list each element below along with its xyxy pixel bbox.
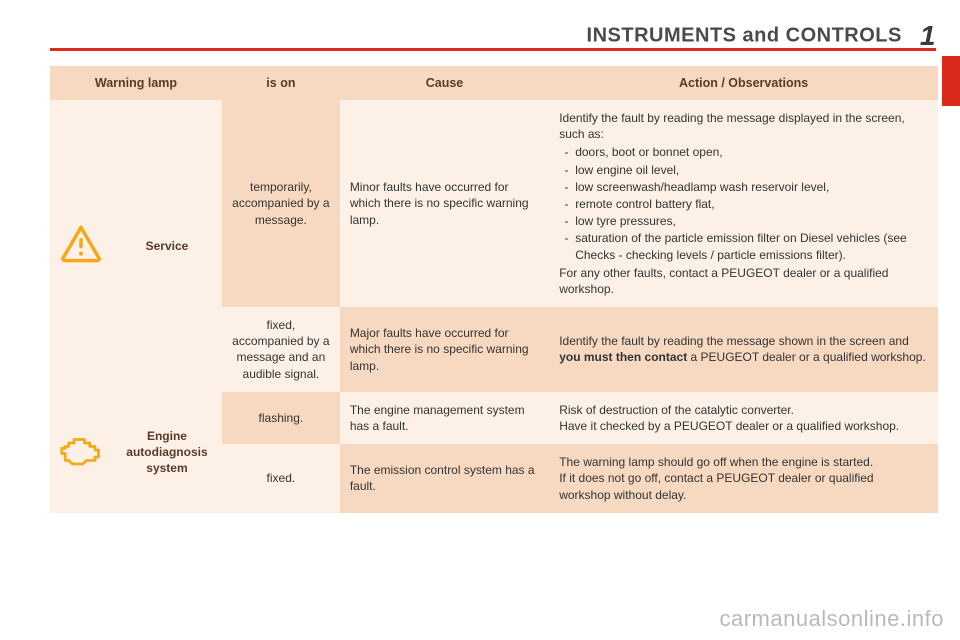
action-intro: Identify the fault by reading the messag…	[559, 110, 928, 142]
action-line: Risk of destruction of the catalytic con…	[559, 402, 928, 418]
header-title: INSTRUMENTS and CONTROLS	[587, 24, 902, 46]
cell-cause: Minor faults have occurred for which the…	[340, 100, 549, 307]
warning-triangle-icon	[60, 225, 102, 263]
cell-cause: The emission control system has a fault.	[340, 444, 549, 513]
col-cause: Cause	[340, 66, 549, 100]
action-line: If it does not go off, contact a PEUGEOT…	[559, 470, 928, 502]
table-row: Service temporarily, accompanied by a me…	[50, 100, 938, 307]
col-action: Action / Observations	[549, 66, 938, 100]
cell-is-on: flashing.	[222, 392, 340, 444]
cell-is-on: temporarily, accompanied by a message.	[222, 100, 340, 307]
col-is-on: is on	[222, 66, 340, 100]
action-line: Have it checked by a PEUGEOT dealer or a…	[559, 418, 928, 434]
horizontal-rule	[50, 48, 936, 51]
bullet: remote control battery flat,	[575, 196, 928, 212]
watermark: carmanualsonline.info	[719, 606, 944, 632]
cell-icon	[50, 100, 112, 392]
action-outro: For any other faults, contact a PEUGEOT …	[559, 265, 928, 297]
action-bullets: doors, boot or bonnet open, low engine o…	[559, 144, 928, 262]
action-post: a PEUGEOT dealer or a qualified workshop…	[687, 350, 926, 364]
bullet: saturation of the particle emission filt…	[575, 230, 928, 262]
col-warning-lamp: Warning lamp	[50, 66, 222, 100]
cell-action: The warning lamp should go off when the …	[549, 444, 938, 513]
action-pre: Identify the fault by reading the messag…	[559, 334, 909, 348]
cell-lamp-name: Engine autodiagnosis system	[112, 392, 222, 513]
bullet: low engine oil level,	[575, 162, 928, 178]
warning-lamp-table: Warning lamp is on Cause Action / Observ…	[50, 66, 938, 513]
cell-icon	[50, 392, 112, 513]
cell-action: Identify the fault by reading the messag…	[549, 100, 938, 307]
action-line: The warning lamp should go off when the …	[559, 454, 928, 470]
engine-icon	[60, 433, 102, 467]
cell-action: Risk of destruction of the catalytic con…	[549, 392, 938, 444]
cell-is-on: fixed, accompanied by a message and an a…	[222, 307, 340, 392]
table-header-row: Warning lamp is on Cause Action / Observ…	[50, 66, 938, 100]
cell-cause: The engine management system has a fault…	[340, 392, 549, 444]
cell-lamp-name: Service	[112, 100, 222, 392]
side-tab	[942, 56, 960, 106]
cell-action: Identify the fault by reading the messag…	[549, 307, 938, 392]
cell-is-on: fixed.	[222, 444, 340, 513]
action-bold: you must then contact	[559, 350, 687, 364]
bullet: low screenwash/headlamp wash reservoir l…	[575, 179, 928, 195]
table-row: Engine autodiagnosis system flashing. Th…	[50, 392, 938, 444]
bullet: doors, boot or bonnet open,	[575, 144, 928, 160]
page: INSTRUMENTS and CONTROLS 1 Warning lamp …	[0, 0, 960, 640]
cell-cause: Major faults have occurred for which the…	[340, 307, 549, 392]
bullet: low tyre pressures,	[575, 213, 928, 229]
